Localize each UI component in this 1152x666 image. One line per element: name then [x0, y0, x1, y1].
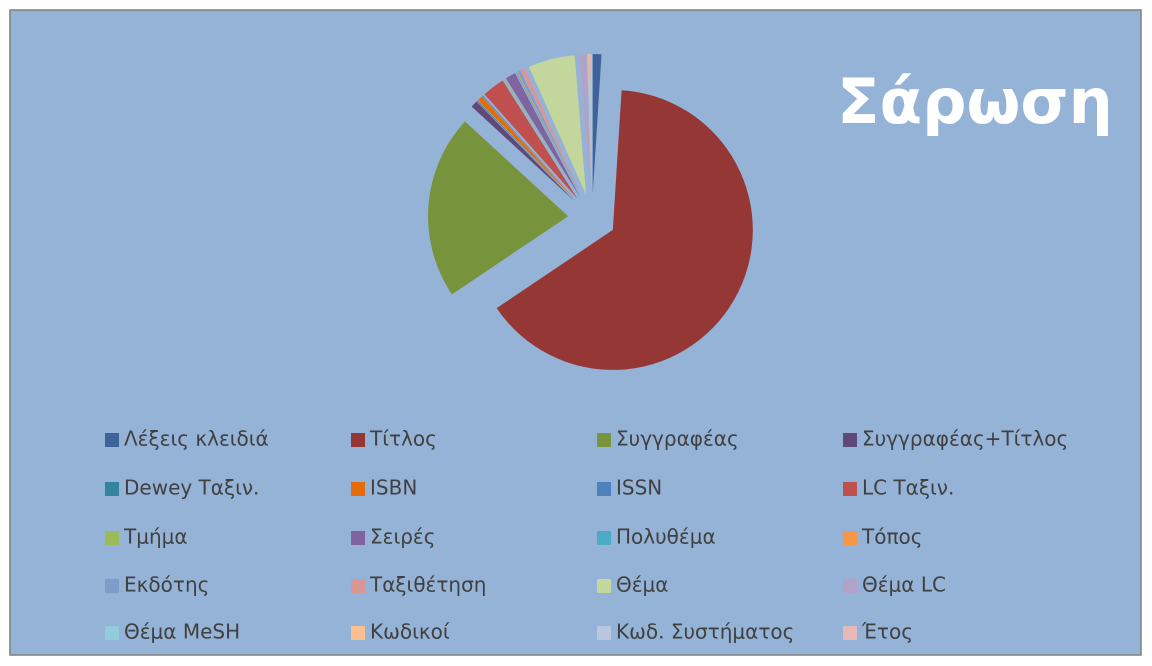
legend-label: ISSN — [616, 476, 662, 500]
legend-swatch — [351, 626, 365, 640]
legend-swatch — [597, 579, 611, 593]
pie-slice — [496, 90, 753, 370]
legend-swatch — [843, 433, 857, 447]
legend-swatch — [597, 482, 611, 496]
pie-slice — [588, 54, 592, 195]
legend-swatch — [597, 531, 611, 545]
legend-label: Εκδότης — [124, 573, 209, 597]
legend-label: Κωδ. Συστήματος — [616, 620, 794, 644]
legend-swatch — [843, 579, 857, 593]
legend-swatch — [843, 626, 857, 640]
pie-slice — [586, 54, 592, 195]
legend-label: Ταξιθέτηση — [369, 573, 486, 597]
pie-slice — [515, 72, 581, 197]
legend-label: ISBN — [370, 476, 417, 500]
legend-swatch — [105, 482, 119, 496]
legend-swatch — [105, 433, 119, 447]
legend-swatch — [597, 626, 611, 640]
legend-label: Τόπος — [861, 525, 922, 549]
legend-label: Dewey Ταξιν. — [124, 476, 259, 500]
legend-label: Συγγραφέας — [616, 427, 739, 451]
chart-title: Σάρωση — [837, 65, 1113, 138]
legend-swatch — [105, 531, 119, 545]
pie-slice — [504, 78, 580, 198]
pie-slice — [482, 95, 576, 201]
legend-label: Λέξεις κλειδιά — [124, 427, 269, 451]
pie-slice — [516, 71, 582, 197]
legend-label: Σειρές — [370, 525, 435, 549]
legend-label: Συγγραφέας+Τίτλος — [862, 427, 1068, 451]
pie-slice — [428, 121, 569, 295]
legend-swatch — [105, 626, 119, 640]
pie-slice — [520, 68, 582, 197]
legend-swatch — [843, 482, 857, 496]
legend-label: Θέμα LC — [862, 573, 946, 597]
legend-swatch — [843, 531, 857, 545]
pie-slice — [590, 54, 592, 195]
pie-slice — [505, 73, 581, 198]
legend-label: Θέμα MeSH — [124, 620, 240, 644]
pie-slice — [477, 100, 576, 201]
legend-label: Τίτλος — [369, 427, 437, 451]
pie-slice — [592, 54, 602, 195]
legend-swatch — [351, 482, 365, 496]
legend-swatch — [351, 579, 365, 593]
pie-slice — [484, 80, 578, 199]
legend-swatch — [351, 433, 365, 447]
pie-slice — [478, 96, 576, 201]
legend-swatch — [597, 433, 611, 447]
legend-swatch — [351, 531, 365, 545]
legend-label: Έτος — [861, 620, 913, 644]
pie-slice — [528, 55, 587, 195]
pie-slice — [471, 101, 575, 202]
pie-slice — [517, 70, 582, 197]
pie-slice — [587, 54, 592, 195]
pie-slice — [579, 54, 591, 195]
legend-swatch — [105, 579, 119, 593]
legend-label: Τμήμα — [123, 525, 188, 549]
legend-label: Πολυθέμα — [616, 525, 716, 549]
legend-label: Θέμα — [616, 573, 668, 597]
legend-label: Κωδικοί — [370, 620, 450, 644]
legend-label: LC Ταξιν. — [862, 476, 954, 500]
